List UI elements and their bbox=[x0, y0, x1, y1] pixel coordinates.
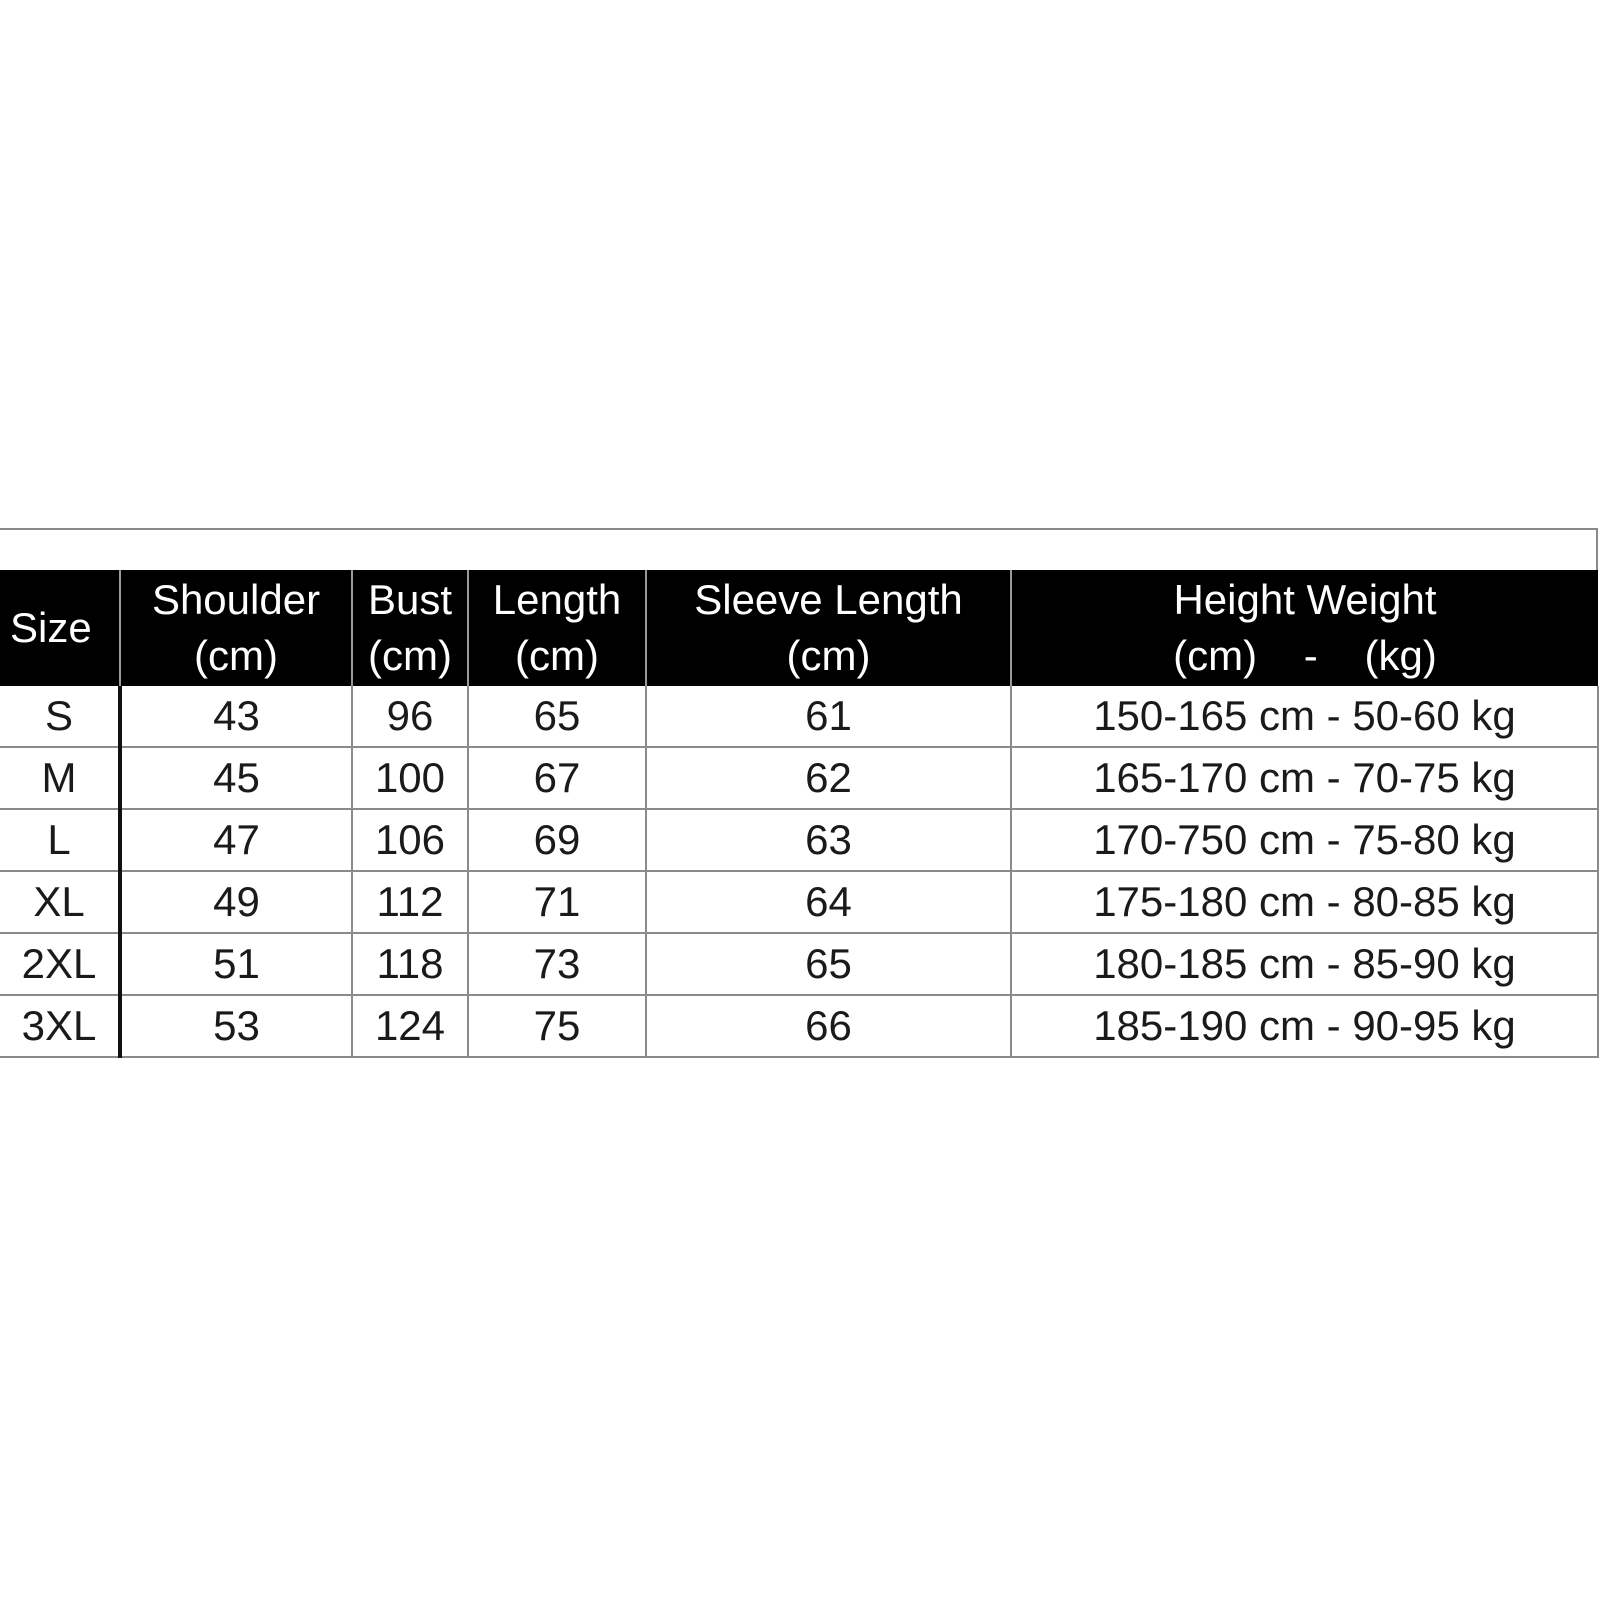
sleeve-length-cell: 66 bbox=[645, 995, 1011, 1058]
header-bust: Bust (cm) bbox=[351, 570, 468, 686]
header-height-weight: Height Weight (cm) - (kg) bbox=[1010, 570, 1598, 686]
shoulder-cell: 47 bbox=[119, 809, 352, 872]
size-chart-table: Size Shoulder (cm) Bust (cm) Length (cm)… bbox=[0, 570, 1599, 1058]
bust-cell: 124 bbox=[351, 995, 468, 1058]
header-unit: (cm) bbox=[515, 632, 599, 679]
length-cell: 67 bbox=[467, 747, 646, 810]
table-top-rule bbox=[0, 528, 1598, 530]
header-label: Sleeve Length bbox=[694, 576, 963, 623]
length-cell: 69 bbox=[467, 809, 646, 872]
shoulder-cell: 51 bbox=[119, 933, 352, 996]
bust-cell: 106 bbox=[351, 809, 468, 872]
header-label: Length bbox=[492, 576, 622, 623]
header-sleeve-length: Sleeve Length (cm) bbox=[645, 570, 1011, 686]
table-row: 2XL 51 118 73 65 180-185 cm - 85-90 kg bbox=[0, 933, 1599, 996]
header-unit: (cm) - (kg) bbox=[1173, 632, 1437, 679]
table-right-rule bbox=[1596, 528, 1598, 572]
shoulder-cell: 53 bbox=[119, 995, 352, 1058]
sleeve-length-cell: 63 bbox=[645, 809, 1011, 872]
sleeve-length-cell: 61 bbox=[645, 686, 1011, 748]
sleeve-length-cell: 62 bbox=[645, 747, 1011, 810]
height-weight-cell: 185-190 cm - 90-95 kg bbox=[1010, 995, 1599, 1058]
shoulder-cell: 49 bbox=[119, 871, 352, 934]
length-cell: 73 bbox=[467, 933, 646, 996]
height-weight-cell: 150-165 cm - 50-60 kg bbox=[1010, 686, 1599, 748]
header-shoulder: Shoulder (cm) bbox=[119, 570, 352, 686]
header-unit: (cm) bbox=[786, 632, 871, 679]
header-size: Size bbox=[0, 570, 120, 686]
length-cell: 75 bbox=[467, 995, 646, 1058]
table-row: XL 49 112 71 64 175-180 cm - 80-85 kg bbox=[0, 871, 1599, 934]
length-cell: 65 bbox=[467, 686, 646, 748]
size-cell: L bbox=[0, 809, 122, 872]
shoulder-cell: 43 bbox=[119, 686, 352, 748]
bust-cell: 96 bbox=[351, 686, 468, 748]
header-label: Bust bbox=[367, 576, 453, 623]
table-row: M 45 100 67 62 165-170 cm - 70-75 kg bbox=[0, 747, 1599, 810]
height-weight-cell: 175-180 cm - 80-85 kg bbox=[1010, 871, 1599, 934]
header-unit: (cm) bbox=[194, 632, 278, 679]
bust-cell: 112 bbox=[351, 871, 468, 934]
size-cell: S bbox=[0, 686, 122, 748]
header-unit: (cm) bbox=[368, 632, 452, 679]
height-weight-cell: 180-185 cm - 85-90 kg bbox=[1010, 933, 1599, 996]
table-row: L 47 106 69 63 170-750 cm - 75-80 kg bbox=[0, 809, 1599, 872]
size-cell: XL bbox=[0, 871, 122, 934]
bust-cell: 118 bbox=[351, 933, 468, 996]
sleeve-length-cell: 65 bbox=[645, 933, 1011, 996]
table-row: S 43 96 65 61 150-165 cm - 50-60 kg bbox=[0, 686, 1599, 748]
table-row: 3XL 53 124 75 66 185-190 cm - 90-95 kg bbox=[0, 995, 1599, 1058]
height-weight-cell: 170-750 cm - 75-80 kg bbox=[1010, 809, 1599, 872]
size-cell: M bbox=[0, 747, 122, 810]
header-row: Size Shoulder (cm) Bust (cm) Length (cm)… bbox=[0, 570, 1598, 686]
shoulder-cell: 45 bbox=[119, 747, 352, 810]
header-label: Size bbox=[10, 604, 92, 651]
height-weight-cell: 165-170 cm - 70-75 kg bbox=[1010, 747, 1599, 810]
size-cell: 3XL bbox=[0, 995, 122, 1058]
header-length: Length (cm) bbox=[467, 570, 646, 686]
header-label: Shoulder bbox=[151, 576, 321, 623]
size-cell: 2XL bbox=[0, 933, 122, 996]
sleeve-length-cell: 64 bbox=[645, 871, 1011, 934]
bust-cell: 100 bbox=[351, 747, 468, 810]
length-cell: 71 bbox=[467, 871, 646, 934]
header-label: Height Weight bbox=[1173, 576, 1437, 623]
